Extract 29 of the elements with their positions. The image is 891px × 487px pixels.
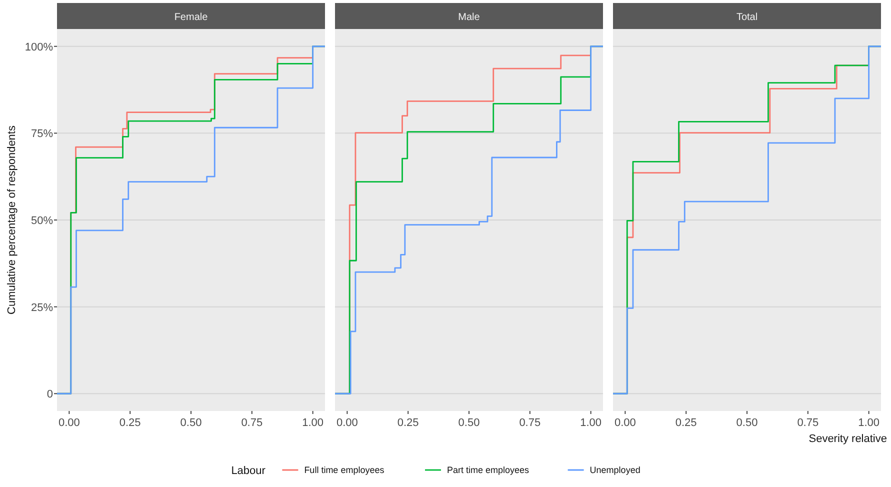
x-tick-label: 0.50 [180, 417, 202, 429]
x-tick-label: 0.25 [675, 417, 697, 429]
x-tick-label: 0.00 [58, 417, 80, 429]
y-tick-label: 75% [30, 128, 54, 140]
x-tick-label: 1.00 [580, 417, 602, 429]
legend-title: Labour [231, 465, 266, 477]
x-tick-label: 0.75 [241, 417, 263, 429]
x-tick-label: 1.00 [858, 417, 880, 429]
chart-title: Total [736, 12, 758, 23]
legend-label: Part time employees [447, 465, 530, 475]
legend-label: Unemployed [590, 465, 640, 475]
x-tick-label: 0.00 [336, 417, 358, 429]
y-axis-title: Cumulative percentage of respondents [6, 125, 18, 314]
legend-label: Full time employees [304, 465, 385, 475]
x-tick-label: 0.50 [458, 417, 480, 429]
y-tick-label: 0 [46, 388, 53, 401]
chart-title: Female [174, 12, 208, 23]
x-tick-label: 1.00 [302, 417, 324, 429]
x-tick-label: 0.25 [119, 417, 141, 429]
x-tick-label: 0.75 [519, 417, 541, 429]
y-tick-label: 25% [30, 302, 54, 314]
x-tick-label: 0.50 [736, 417, 758, 429]
x-tick-label: 0.00 [614, 417, 636, 429]
x-tick-label: 0.75 [797, 417, 819, 429]
y-tick-label: 50% [30, 215, 54, 227]
x-axis-title: Severity relative [808, 433, 887, 445]
y-tick-label: 100% [24, 41, 54, 54]
x-tick-label: 0.25 [397, 417, 419, 429]
chart-title: Male [458, 12, 480, 23]
